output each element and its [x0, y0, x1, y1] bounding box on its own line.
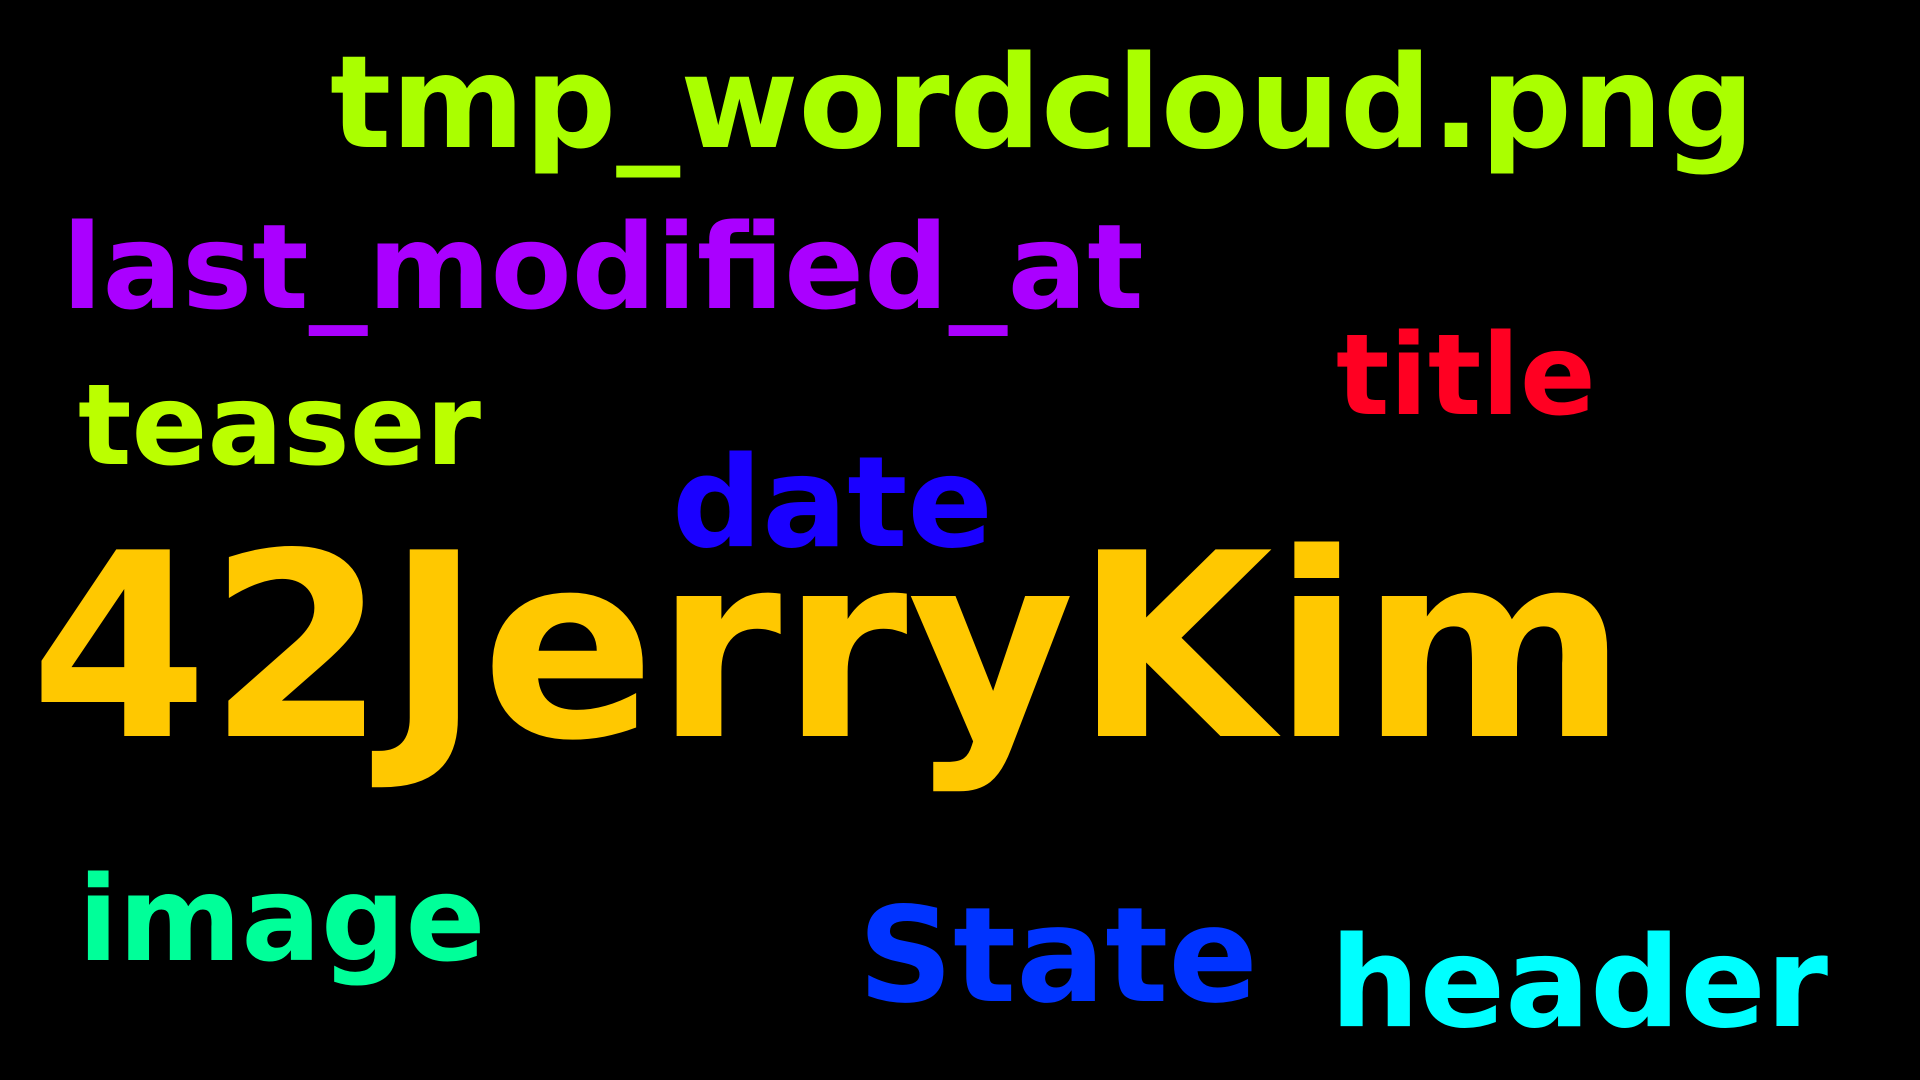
- word-title: title: [1336, 311, 1596, 441]
- word-42jerrykim: 42JerryKim: [30, 499, 1628, 797]
- word-tmp-wordcloud-png: tmp_wordcloud.png: [330, 29, 1755, 178]
- word-state: State: [858, 879, 1258, 1033]
- word-date: date: [672, 429, 993, 576]
- word-last-modified-at: last_modified_at: [62, 198, 1144, 336]
- word-image: image: [78, 850, 486, 988]
- word-teaser: teaser: [78, 361, 481, 491]
- word-header: header: [1330, 909, 1828, 1056]
